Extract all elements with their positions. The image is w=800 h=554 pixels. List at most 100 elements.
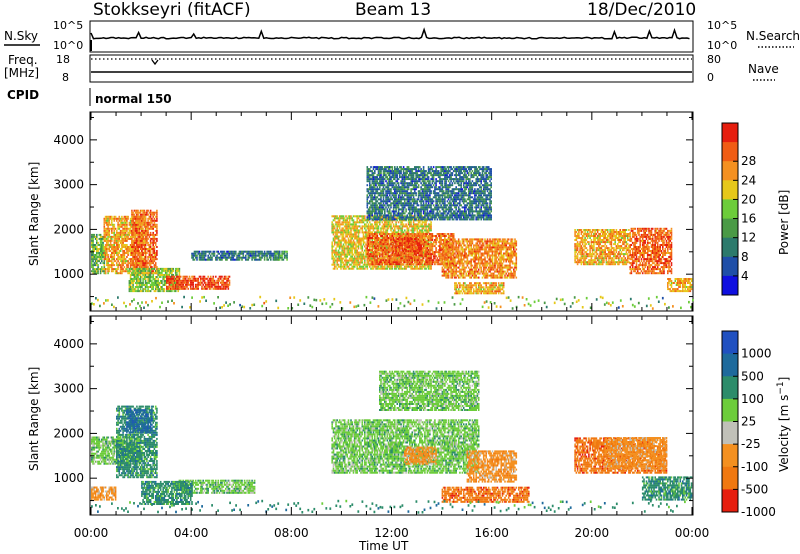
heatmap-cell — [123, 233, 126, 236]
heatmap-cell — [405, 235, 407, 237]
heatmap-cell — [369, 259, 371, 262]
heatmap-cell — [142, 264, 144, 267]
heatmap-cell — [148, 227, 151, 230]
heatmap-cell — [350, 251, 352, 254]
heatmap-cell — [137, 215, 139, 218]
heatmap-cell — [405, 249, 407, 252]
heatmap-cell — [247, 258, 250, 261]
heatmap-cell — [122, 231, 124, 234]
heatmap-cell — [374, 237, 376, 239]
heatmap-cell — [96, 264, 98, 267]
heatmap-cell — [174, 283, 177, 286]
heatmap-cell — [97, 252, 99, 254]
heatmap-cell — [161, 271, 163, 274]
heatmap-cell — [132, 288, 134, 291]
heatmap-cell — [153, 280, 156, 282]
heatmap-cell — [124, 268, 127, 271]
heatmap-cell — [107, 262, 109, 265]
heatmap-cell — [415, 255, 417, 258]
heatmap-cell — [440, 255, 442, 258]
heatmap-cell — [380, 233, 382, 235]
heatmap-cell — [128, 258, 131, 261]
heatmap-cell — [370, 251, 372, 254]
heatmap-cell — [273, 254, 276, 257]
heatmap-cell — [149, 248, 152, 250]
heatmap-cell — [397, 238, 400, 241]
heatmap-cell — [143, 213, 146, 216]
heatmap-cell — [374, 257, 376, 260]
heatmap-cell — [149, 290, 152, 293]
heatmap-cell — [434, 239, 436, 241]
heatmap-cell — [434, 251, 436, 254]
heatmap-cell — [106, 229, 108, 232]
heatmap-cell — [369, 263, 371, 266]
heatmap-cell — [201, 256, 203, 259]
heatmap-cell — [198, 254, 201, 257]
heatmap-cell — [400, 237, 402, 239]
heatmap-cell — [107, 229, 109, 232]
heatmap-cell — [102, 268, 104, 271]
heatmap-cell — [331, 249, 333, 252]
heatmap-cell — [395, 252, 397, 255]
heatmap-cell — [133, 262, 136, 265]
heatmap-cell — [104, 268, 107, 271]
heatmap-cell — [337, 223, 340, 226]
heatmap-cell — [162, 288, 164, 291]
heatmap-cell — [416, 233, 419, 235]
heatmap-cell — [429, 243, 431, 246]
heatmap-cell — [91, 262, 93, 265]
heatmap-cell — [184, 285, 187, 288]
heatmap-cell — [382, 237, 385, 239]
heatmap-cell — [341, 257, 343, 260]
heatmap-cell — [126, 250, 128, 252]
heatmap-cell — [390, 241, 392, 244]
heatmap-cell — [112, 268, 114, 271]
heatmap-cell — [410, 261, 412, 264]
heatmap-cell — [221, 256, 223, 259]
heatmap-cell — [129, 260, 132, 263]
heatmap-cell — [351, 253, 353, 256]
heatmap-cell — [203, 258, 206, 261]
heatmap-cell — [230, 252, 232, 255]
heatmap-cell — [137, 282, 139, 284]
heatmap-cell — [228, 254, 231, 257]
heatmap-cell — [340, 215, 342, 218]
heatmap-cell — [116, 258, 118, 261]
heatmap-cell — [93, 268, 96, 271]
heatmap-cell — [91, 250, 93, 252]
heatmap-cell — [442, 274, 445, 277]
heatmap-cell — [131, 221, 133, 224]
heatmap-cell — [365, 229, 367, 232]
heatmap-cell — [392, 250, 395, 253]
heatmap-cell — [131, 237, 133, 240]
heatmap-cell — [133, 276, 136, 278]
heatmap-cell — [96, 241, 98, 244]
heatmap-cell — [421, 251, 424, 254]
heatmap-cell — [362, 235, 365, 238]
heatmap-cell — [338, 231, 341, 234]
heatmap-cell — [400, 265, 402, 268]
heatmap-cell — [407, 231, 410, 234]
heatmap-cell — [101, 268, 103, 271]
heatmap-cell — [117, 248, 119, 250]
heatmap-cell — [144, 219, 147, 222]
heatmap-cell — [201, 254, 203, 257]
heatmap-cell — [386, 221, 389, 224]
heatmap-cell — [409, 225, 411, 228]
heatmap-cell — [114, 246, 117, 248]
nsky-tick-top: 10^5 — [53, 19, 83, 32]
heatmap-cell — [417, 257, 420, 260]
heatmap-cell — [197, 279, 199, 282]
heatmap-cell — [166, 275, 168, 278]
heatmap-cell — [375, 253, 377, 256]
heatmap-cell — [407, 235, 410, 237]
heatmap-cell — [116, 252, 118, 254]
heatmap-cell — [385, 231, 387, 234]
heatmap-cell — [277, 258, 280, 261]
heatmap-cell — [134, 264, 137, 267]
heatmap-cell — [333, 235, 336, 238]
heatmap-cell — [442, 244, 445, 247]
heatmap-cell — [111, 215, 113, 218]
heatmap-cell — [132, 271, 134, 274]
heatmap-cell — [420, 261, 422, 264]
